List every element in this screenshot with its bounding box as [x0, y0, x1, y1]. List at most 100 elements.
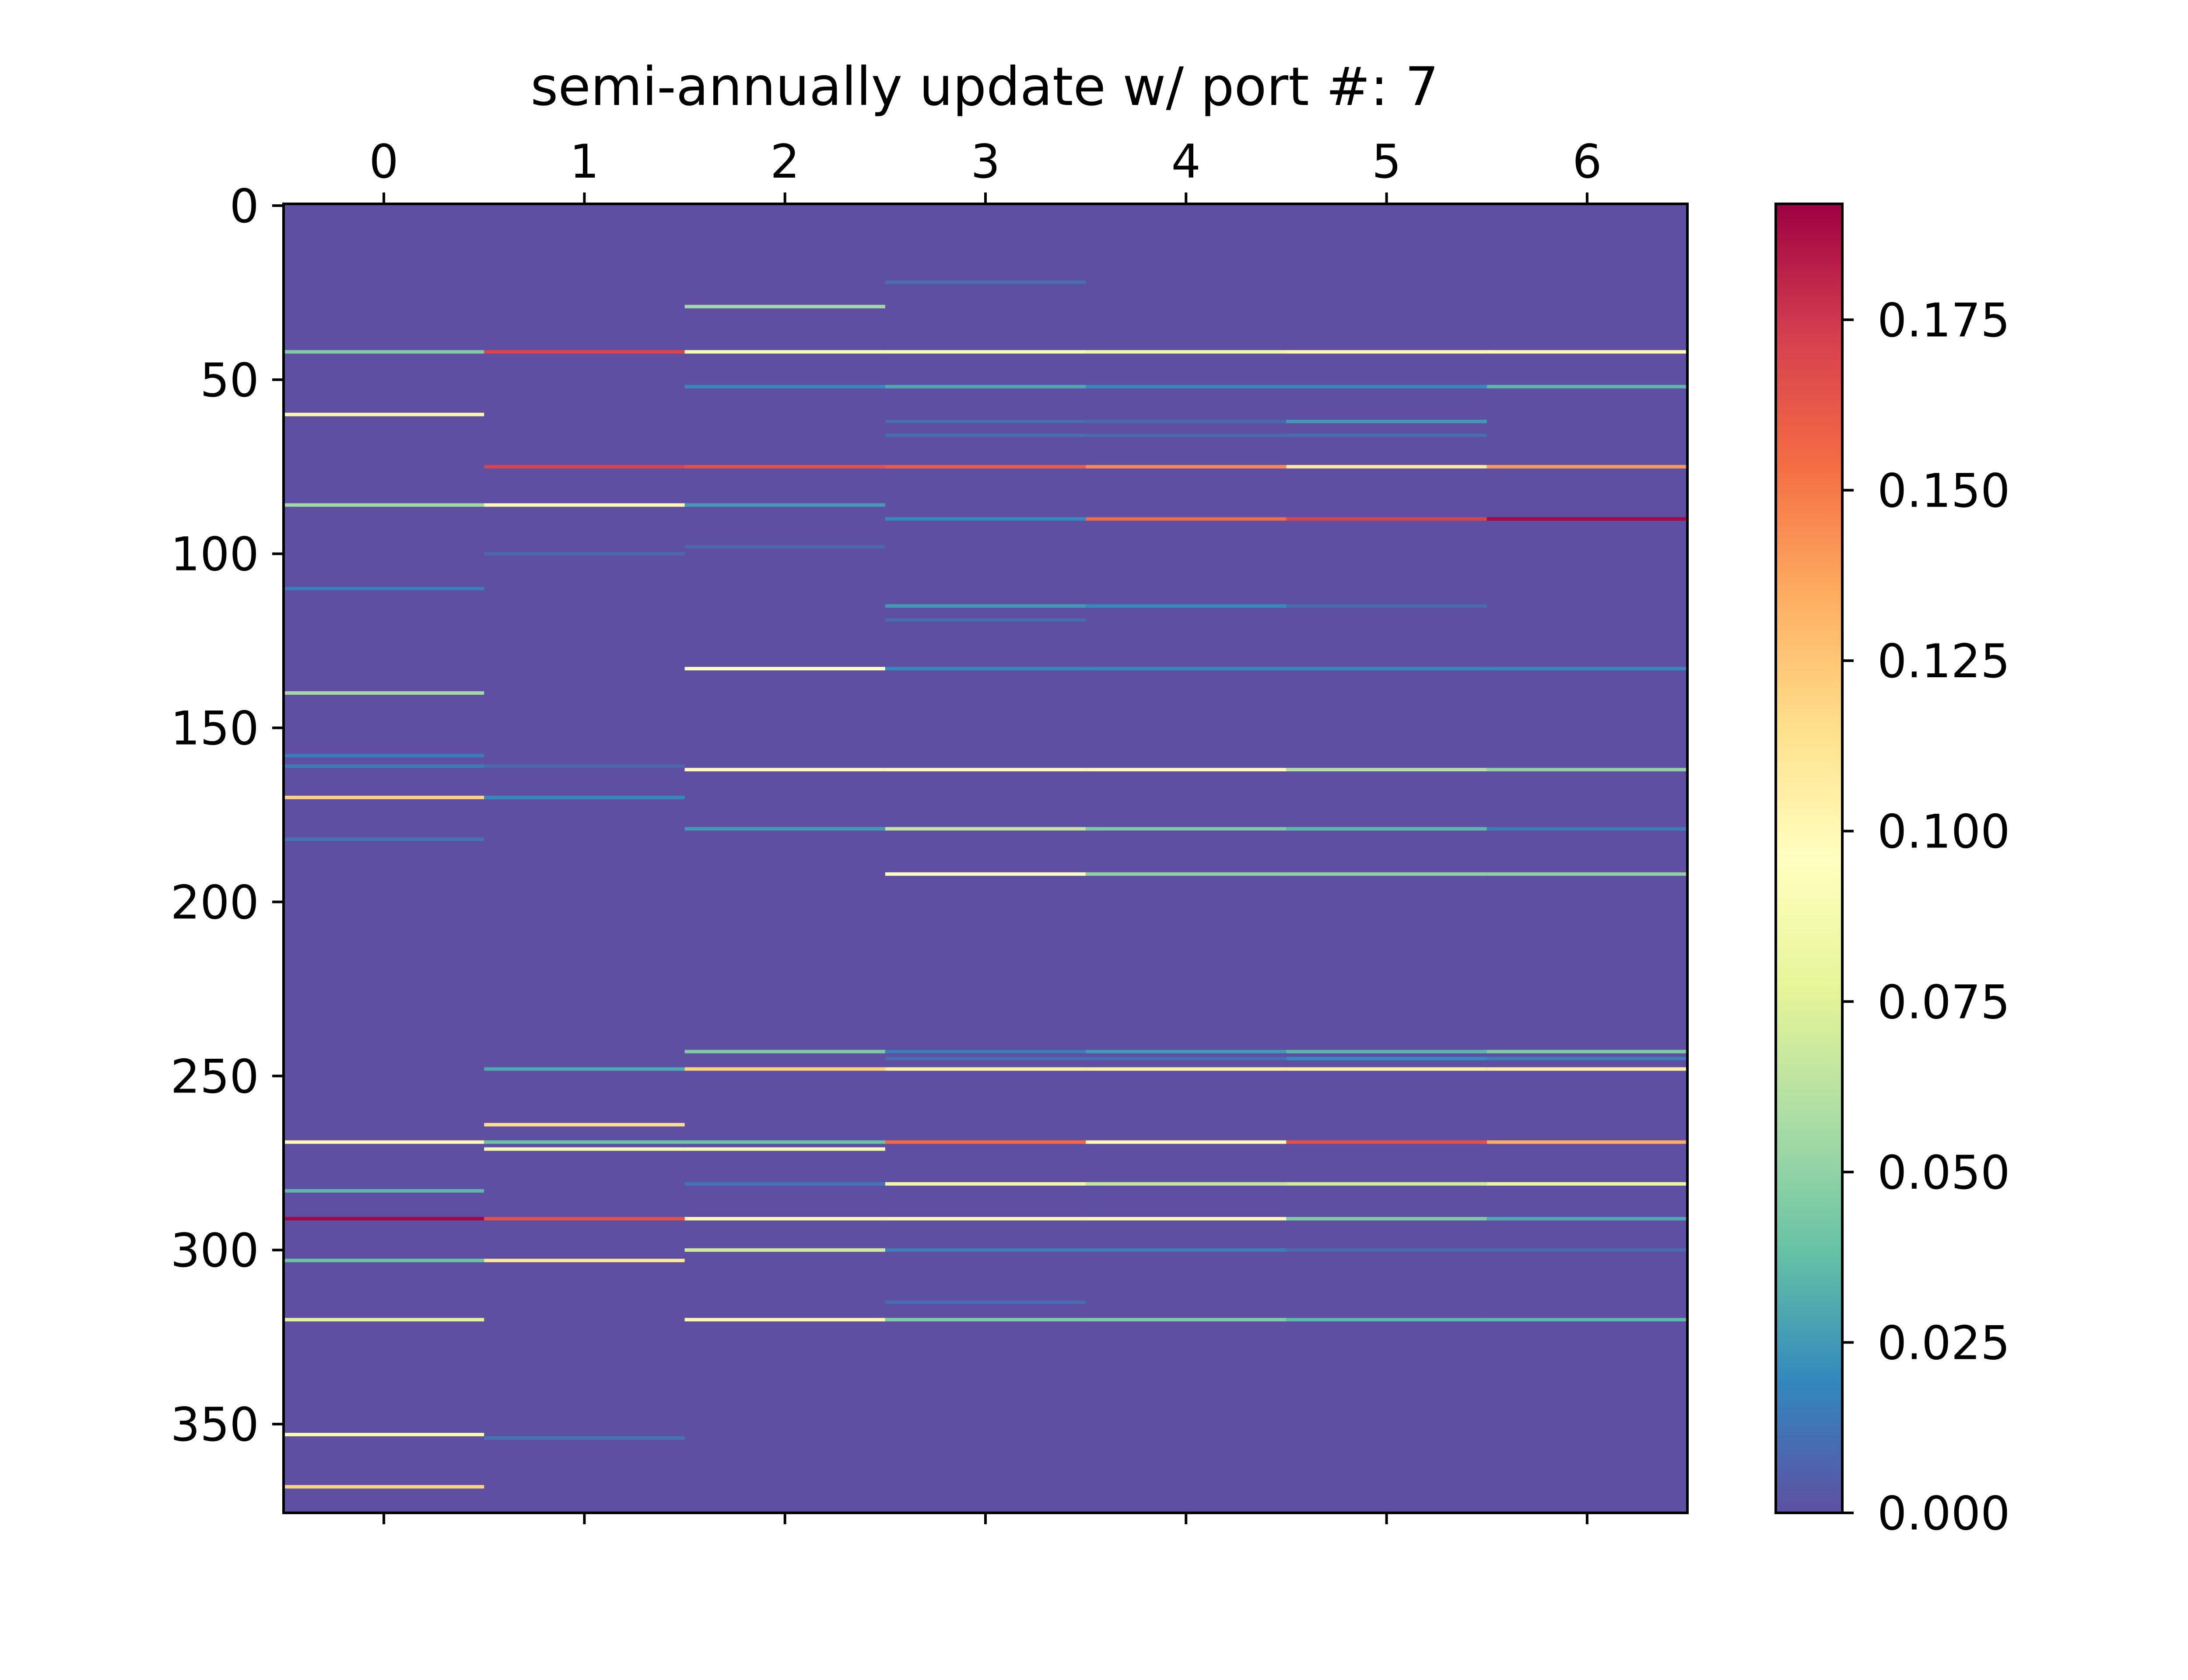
- heatmap-cell: [284, 1432, 484, 1436]
- heatmap-background: [284, 204, 1687, 1513]
- heatmap-cell: [1086, 872, 1287, 876]
- heatmap-cell: [1286, 872, 1487, 876]
- heatmap-cell: [885, 1248, 1086, 1252]
- heatmap-plot-area: [282, 203, 1689, 1514]
- heatmap-cell: [484, 465, 685, 469]
- y-tick-label: 300: [171, 1224, 259, 1278]
- heatmap-cell: [1086, 420, 1287, 424]
- colorbar-tick-label: 0.125: [1877, 634, 2010, 688]
- heatmap-cell: [885, 1067, 1086, 1071]
- colorbar: 0.000 0.025 0.050 0.075 0.100 0.125 0.150 0.175: [1774, 203, 2010, 1540]
- heatmap-cell: [284, 795, 484, 799]
- heatmap-cell: [1487, 827, 1687, 831]
- heatmap-cell: [284, 837, 484, 841]
- colorbar-tick-label: 0.150: [1877, 464, 2010, 518]
- y-axis: 0 50 100 150 200 250 300 350: [171, 179, 284, 1452]
- heatmap-cell: [1487, 517, 1687, 521]
- heatmap-cell: [885, 768, 1086, 772]
- heatmap-cell: [684, 1067, 885, 1071]
- colorbar-gradient: [1776, 204, 1842, 1513]
- heatmap-cell: [1286, 1182, 1487, 1186]
- heatmap-cell: [484, 1147, 685, 1151]
- heatmap-cell: [1286, 1217, 1487, 1221]
- heatmap-cell: [1487, 1067, 1687, 1071]
- heatmap-cell: [885, 1300, 1086, 1304]
- heatmap-cell: [484, 503, 685, 507]
- heatmap-cell: [885, 434, 1086, 438]
- heatmap-cell: [1086, 1217, 1287, 1221]
- y-tick-label: 0: [230, 179, 259, 233]
- heatmap-cell: [684, 503, 885, 507]
- y-tick-label: 100: [171, 528, 259, 581]
- heatmap-cell: [1487, 350, 1687, 354]
- heatmap-cell: [885, 827, 1086, 831]
- heatmap-cell: [684, 768, 885, 772]
- heatmap-cell: [684, 1147, 885, 1151]
- heatmap-cell: [284, 1259, 484, 1263]
- heatmap-cell: [1086, 1067, 1287, 1071]
- heatmap-cell: [1487, 872, 1687, 876]
- heatmap-cell: [1086, 434, 1287, 438]
- heatmap-cell: [284, 691, 484, 695]
- heatmap-cell: [684, 350, 885, 354]
- heatmap-cell: [484, 552, 685, 556]
- heatmap-cell: [885, 872, 1086, 876]
- heatmap-cell: [1286, 420, 1487, 424]
- heatmap-cell: [1086, 1050, 1287, 1054]
- heatmap-cell: [1086, 517, 1287, 521]
- heatmap-cell: [885, 517, 1086, 521]
- y-tick-label: 350: [171, 1398, 259, 1452]
- heatmap-cell: [284, 1318, 484, 1322]
- heatmap-cell: [1086, 465, 1287, 469]
- heatmap-cell: [484, 1259, 685, 1263]
- heatmap-cell: [1286, 517, 1487, 521]
- heatmap-cell: [1487, 768, 1687, 772]
- heatmap-cell: [1487, 465, 1687, 469]
- heatmap-cell: [1286, 1067, 1487, 1071]
- heatmap-cell: [1086, 385, 1287, 388]
- heatmap-cell: [885, 385, 1086, 388]
- heatmap-cell: [684, 545, 885, 549]
- heatmap-cell: [1487, 385, 1687, 388]
- heatmap-cell: [684, 1217, 885, 1221]
- heatmap-cell: [1086, 1318, 1287, 1322]
- heatmap-cell: [1086, 1140, 1287, 1144]
- x-tick-label: 3: [971, 135, 1000, 189]
- heatmap-cell: [1487, 1050, 1687, 1054]
- heatmap-cell: [1487, 1182, 1687, 1186]
- heatmap-cell: [1086, 604, 1287, 608]
- heatmap-cell: [684, 667, 885, 671]
- heatmap-cell: [1086, 1248, 1287, 1252]
- heatmap-cell: [1286, 465, 1487, 469]
- heatmap-cell: [284, 1140, 484, 1144]
- heatmap-cell: [484, 795, 685, 799]
- heatmap-cell: [1286, 350, 1487, 354]
- heatmap-cell: [1487, 1318, 1687, 1322]
- heatmap-cell: [484, 1217, 685, 1221]
- x-tick-label: 2: [770, 135, 799, 189]
- heatmap-cell: [885, 350, 1086, 354]
- x-tick-label: 4: [1171, 135, 1201, 189]
- heatmap-cell: [284, 754, 484, 758]
- heatmap-cell: [684, 1140, 885, 1144]
- heatmap-cell: [1086, 667, 1287, 671]
- heatmap-cell: [1487, 667, 1687, 671]
- heatmap-cell: [684, 1182, 885, 1186]
- y-tick-label: 250: [171, 1050, 259, 1103]
- colorbar-tick-label: 0.025: [1877, 1316, 2010, 1370]
- heatmap-cell: [1286, 827, 1487, 831]
- colorbar-frame: [1774, 203, 1844, 1514]
- heatmap-cell: [1286, 1140, 1487, 1144]
- heatmap-cell: [684, 827, 885, 831]
- heatmap-cell: [1286, 385, 1487, 388]
- heatmap-cell: [1286, 768, 1487, 772]
- colorbar-tick-label: 0.075: [1877, 975, 2010, 1029]
- y-tick-label: 50: [200, 354, 259, 407]
- heatmap-cell: [885, 1217, 1086, 1221]
- heatmap-cell: [1286, 434, 1487, 438]
- heatmap-cell: [1086, 1182, 1287, 1186]
- heatmap-cell: [684, 465, 885, 469]
- heatmap-cell: [484, 1067, 685, 1071]
- heatmap-cell: [885, 1050, 1086, 1054]
